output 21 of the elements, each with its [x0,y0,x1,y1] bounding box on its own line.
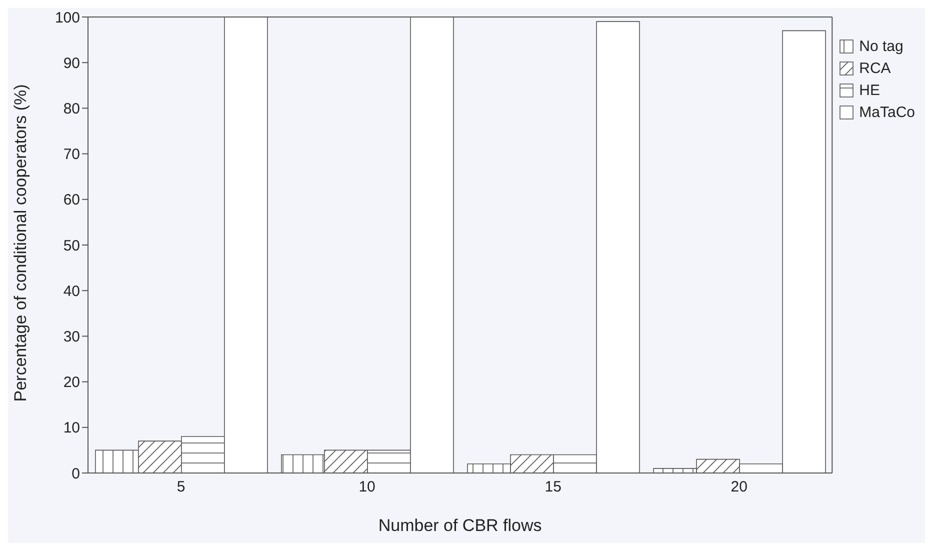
legend-label: No tag [859,38,904,55]
y-tick-label: 20 [63,374,80,392]
legend-label: HE [859,82,880,99]
y-tick-label: 30 [63,328,80,346]
y-tick-label: 100 [54,9,80,26]
y-tick-label: 90 [63,54,80,72]
y-tick-label: 10 [63,420,80,437]
x-tick-label: 10 [358,478,376,496]
y-tick-label: 50 [63,237,80,254]
y-tick-label: 0 [72,465,80,482]
y-tick-label: 60 [63,192,80,209]
legend-label: RCA [859,60,891,77]
y-tick-label: 70 [63,146,80,164]
y-tick-label: 80 [63,100,80,118]
x-axis-title: Number of CBR flows [378,516,542,535]
y-tick-label: 40 [63,282,80,300]
y-axis-title: Percentage of conditional cooperators (%) [11,84,30,402]
x-tick-label: 15 [544,478,562,496]
x-tick-label: 20 [730,478,748,496]
x-tick-label: 5 [176,478,186,496]
legend-label: MaTaCo [859,104,915,121]
